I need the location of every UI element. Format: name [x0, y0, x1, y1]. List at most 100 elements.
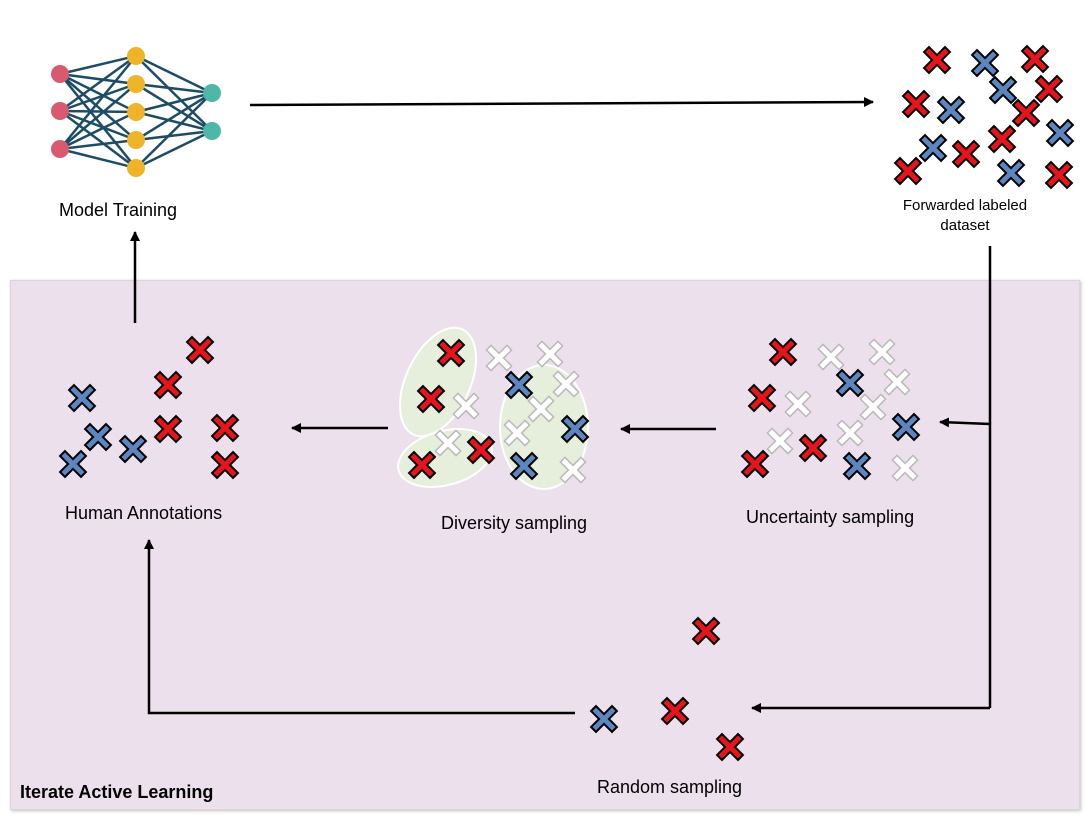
x-cross-icon — [485, 344, 513, 372]
neural-network-icon — [51, 47, 221, 177]
x-cross-icon — [536, 340, 564, 368]
x-cross-icon — [893, 156, 923, 186]
x-cross-icon — [559, 456, 587, 484]
x-cross-icon — [740, 449, 770, 479]
forwarded-dataset-line2: dataset — [940, 217, 990, 234]
x-cross-icon — [83, 422, 113, 452]
x-cross-icon — [67, 383, 97, 413]
network-edge — [59, 73, 137, 141]
network-edge — [59, 147, 137, 170]
x-cross-icon — [951, 139, 981, 169]
x-cross-icon — [970, 48, 1000, 78]
x-cross-icon — [784, 390, 812, 418]
hidden-node — [127, 131, 145, 149]
x-cross-icon — [891, 454, 919, 482]
x-cross-icon — [936, 95, 966, 125]
hidden-node — [127, 47, 145, 65]
network-edge — [59, 110, 137, 151]
forwarded-dataset-label: Forwarded labeled dataset — [895, 196, 1035, 236]
random-sampling-label: Random sampling — [597, 777, 743, 797]
x-cross-icon — [798, 433, 828, 463]
x-cross-icon — [509, 451, 539, 481]
x-cross-icon — [901, 89, 931, 119]
network-edge — [135, 110, 213, 133]
hidden-node — [127, 159, 145, 177]
network-edge — [59, 83, 137, 150]
human-annotations-label: Human Annotations — [65, 503, 223, 523]
diversity-sampling-label: Diversity sampling — [441, 513, 588, 533]
x-cross-icon — [589, 704, 619, 734]
network-edge — [135, 92, 213, 169]
network-edge — [59, 138, 137, 151]
network-edge — [59, 82, 137, 113]
x-cross-icon — [715, 732, 745, 762]
output-node — [203, 122, 221, 140]
x-cross-icon — [118, 434, 148, 464]
x-cross-icon — [153, 414, 183, 444]
arrow-training-to-dataset — [249, 97, 874, 108]
input-node — [51, 102, 69, 120]
x-cross-icon — [836, 419, 864, 447]
uncertainty-sampling-label: Uncertainty sampling — [746, 507, 915, 527]
x-cross-icon — [504, 370, 534, 400]
forwarded-dataset-line1: Forwarded labeled — [902, 197, 1028, 214]
arrow-to-uncertainty — [939, 417, 991, 428]
hidden-node — [127, 75, 145, 93]
network-edge — [135, 55, 213, 132]
x-cross-icon — [560, 414, 590, 444]
network-edge — [59, 55, 137, 150]
x-cross-icon — [747, 383, 777, 413]
x-cross-icon — [1034, 74, 1064, 104]
x-cross-icon — [768, 337, 798, 367]
network-edge — [135, 129, 213, 142]
x-cross-icon — [552, 370, 580, 398]
arrows — [130, 97, 992, 715]
x-cross-icon — [1020, 44, 1050, 74]
x-cross-icon — [868, 338, 896, 366]
x-cross-icon — [452, 392, 480, 420]
x-cross-icon — [1011, 98, 1041, 128]
x-cross-icon — [210, 450, 240, 480]
x-cross-icon — [185, 335, 215, 365]
x-cross-icon — [436, 338, 466, 368]
x-cross-icon — [922, 45, 952, 75]
network-edge — [135, 91, 213, 142]
output-node — [203, 84, 221, 102]
x-cross-icon — [58, 449, 88, 479]
network-edge — [135, 129, 213, 170]
cluster-ellipse — [399, 326, 477, 438]
network-edge — [59, 72, 137, 114]
x-cross-icon — [766, 427, 794, 455]
model-training-label: Model Training — [59, 200, 178, 220]
network-edge — [135, 82, 213, 95]
x-cross-icon — [153, 370, 183, 400]
x-cross-icon — [416, 384, 446, 414]
network-edge — [135, 54, 213, 95]
x-cross-icon — [883, 368, 911, 396]
x-cross-icon — [1044, 160, 1074, 190]
iterate-active-learning-label: Iterate Active Learning — [20, 782, 214, 802]
x-cross-icon — [817, 343, 845, 371]
x-cross-icon — [527, 395, 555, 423]
hidden-node — [127, 103, 145, 121]
network-edge — [59, 54, 137, 76]
x-cross-icon — [660, 696, 690, 726]
network-edge — [59, 109, 137, 114]
network-edge — [59, 109, 137, 142]
x-cross-icon — [859, 393, 887, 421]
x-cross-icon — [1045, 118, 1075, 148]
x-cross-icon — [891, 412, 921, 442]
x-cross-icon — [503, 419, 531, 447]
arrow-random-to-human — [144, 539, 575, 715]
x-cross-icon — [466, 435, 496, 465]
x-cross-icon — [835, 368, 865, 398]
x-cross-icon — [918, 133, 948, 163]
input-node — [51, 140, 69, 158]
network-edge — [59, 110, 137, 169]
x-cross-icon — [434, 429, 462, 457]
network-edge — [59, 54, 137, 113]
x-cross-icon — [210, 413, 240, 443]
network-edge — [59, 73, 137, 169]
x-cross-icon — [987, 124, 1017, 154]
